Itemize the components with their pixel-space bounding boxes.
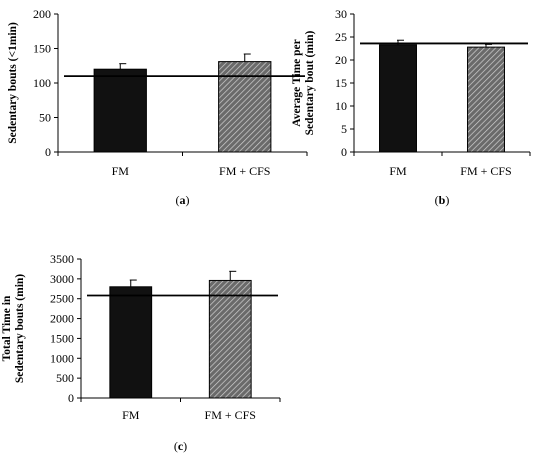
chart-panel-b: 0 5 10 15 20 25 30 FM FM + CFS Average Time perSe… — [291, 7, 531, 207]
bar-fm-cfs — [208, 279, 252, 399]
y-tick-label: 0 — [341, 145, 347, 159]
y-tick-label: 50 — [39, 111, 51, 125]
y-tick-label: 30 — [335, 7, 347, 21]
panel-letter: b — [439, 193, 446, 207]
y-axis-label: Total Time inSedentary bouts (min) — [1, 274, 26, 383]
y-tick-label: 150 — [33, 42, 51, 56]
category-label: FM + CFS — [219, 164, 270, 178]
y-tick-label: 100 — [33, 76, 51, 90]
panel-label: (c) — [174, 439, 187, 453]
y-tick-label: 1000 — [50, 351, 74, 365]
chart-panel-c: 0 500 1000 1500 2000 2500 3000 3500 FM FM + CFS To… — [1, 252, 281, 453]
category-label: FM + CFS — [205, 408, 256, 422]
y-tick-label: 0 — [68, 391, 74, 405]
panel-label: (b) — [435, 193, 450, 207]
bar-fm-cfs — [218, 61, 272, 153]
panel-label: (a) — [176, 193, 190, 207]
y-tick-label: 15 — [335, 76, 347, 90]
bar-fm — [109, 286, 153, 399]
y-tick-label: 200 — [33, 7, 51, 21]
y-tick-label: 3000 — [50, 272, 74, 286]
panel-letter: a — [180, 193, 186, 207]
y-tick-label: 5 — [341, 122, 347, 136]
chart-panel-a: 0 50 100 150 200 FM FM + CFS Sedentary bouts (<… — [7, 7, 308, 207]
y-tick-label: 3500 — [50, 252, 74, 266]
bar-fm — [93, 68, 147, 153]
panel-letter: c — [178, 439, 184, 453]
y-tick-label: 25 — [335, 30, 347, 44]
y-tick-label: 20 — [335, 53, 347, 67]
category-label: FM + CFS — [460, 164, 511, 178]
y-tick-label: 2000 — [50, 312, 74, 326]
y-tick-label: 0 — [45, 145, 51, 159]
category-label: FM — [389, 164, 407, 178]
y-tick-label: 500 — [56, 371, 74, 385]
bar-fm-cfs — [467, 46, 505, 153]
y-axis-label: Sedentary bouts (<1min) — [7, 22, 19, 144]
y-tick-label: 1500 — [50, 331, 74, 345]
category-label: FM — [122, 408, 140, 422]
y-axis-label: Average Time perSedentary bout (min) — [291, 30, 316, 135]
y-tick-label: 10 — [335, 99, 347, 113]
bar-fm — [379, 44, 417, 153]
y-tick-label: 2500 — [50, 292, 74, 306]
category-label: FM — [112, 164, 130, 178]
